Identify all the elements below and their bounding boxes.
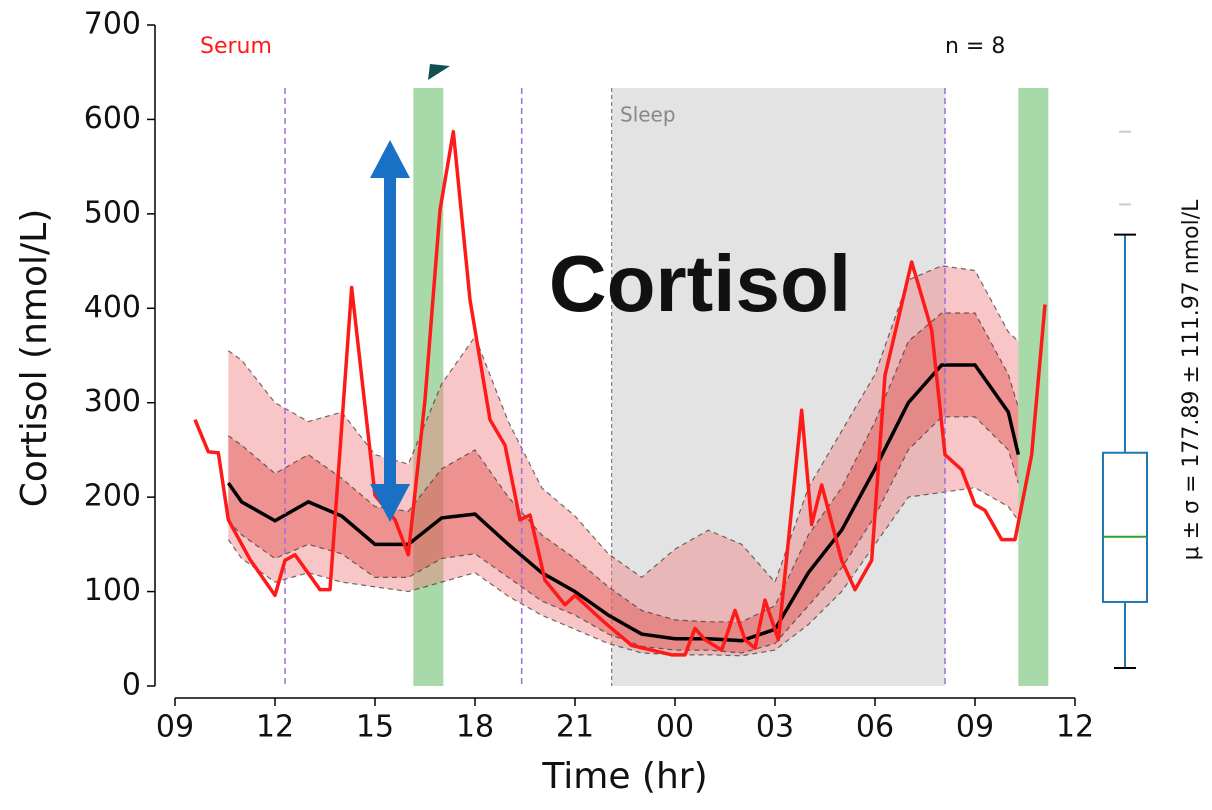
x-tick-label: 18 xyxy=(456,710,494,745)
serum-line xyxy=(193,129,1047,657)
series-label: Serum xyxy=(200,34,272,59)
green-band xyxy=(1018,88,1049,686)
x-tick-label: 21 xyxy=(556,710,594,745)
y-tick-label: 500 xyxy=(84,195,141,230)
y-tick-label: 200 xyxy=(84,479,141,514)
x-tick-label: 12 xyxy=(1056,710,1094,745)
box-body xyxy=(1102,451,1148,603)
y-tick-label: 700 xyxy=(84,7,141,42)
double-arrow xyxy=(370,140,410,522)
x-tick-label: 12 xyxy=(256,710,294,745)
y-tick-label: 600 xyxy=(84,101,141,136)
x-tick-label: 00 xyxy=(656,710,694,745)
x-tick-label: 06 xyxy=(856,710,894,745)
band-edge xyxy=(227,312,1019,623)
y-tick-label: 400 xyxy=(84,290,141,325)
y-tick-label: 100 xyxy=(84,573,141,608)
x-tick-label: 09 xyxy=(956,710,994,745)
arrow-head xyxy=(370,140,410,178)
marker-triangle xyxy=(428,64,450,80)
mean-line xyxy=(226,363,1021,643)
n-label: n = 8 xyxy=(945,34,1005,59)
x-axis-label: Time (hr) xyxy=(541,756,707,797)
x-tick-label: 15 xyxy=(356,710,394,745)
x-tick-label: 09 xyxy=(156,710,194,745)
inner-band xyxy=(228,313,1019,653)
sleep-label: Sleep xyxy=(620,103,676,127)
band-edge xyxy=(227,487,1019,657)
arrow-head xyxy=(370,484,410,522)
stats-label: μ ± σ = 177.89 ± 111.97 nmol/L xyxy=(1179,199,1204,561)
y-tick-label: 0 xyxy=(122,668,141,703)
data-layer: 0 100 200 300 400 500 600 700 09 12 15 18 21 00 03 06 09… xyxy=(84,7,1148,745)
x-tick-label: 03 xyxy=(756,710,794,745)
overlay-title: Cortisol xyxy=(549,239,851,328)
green-band xyxy=(413,88,444,686)
y-tick-label: 300 xyxy=(84,384,141,419)
y-axis-label: Cortisol (nmol/L) xyxy=(14,209,55,508)
